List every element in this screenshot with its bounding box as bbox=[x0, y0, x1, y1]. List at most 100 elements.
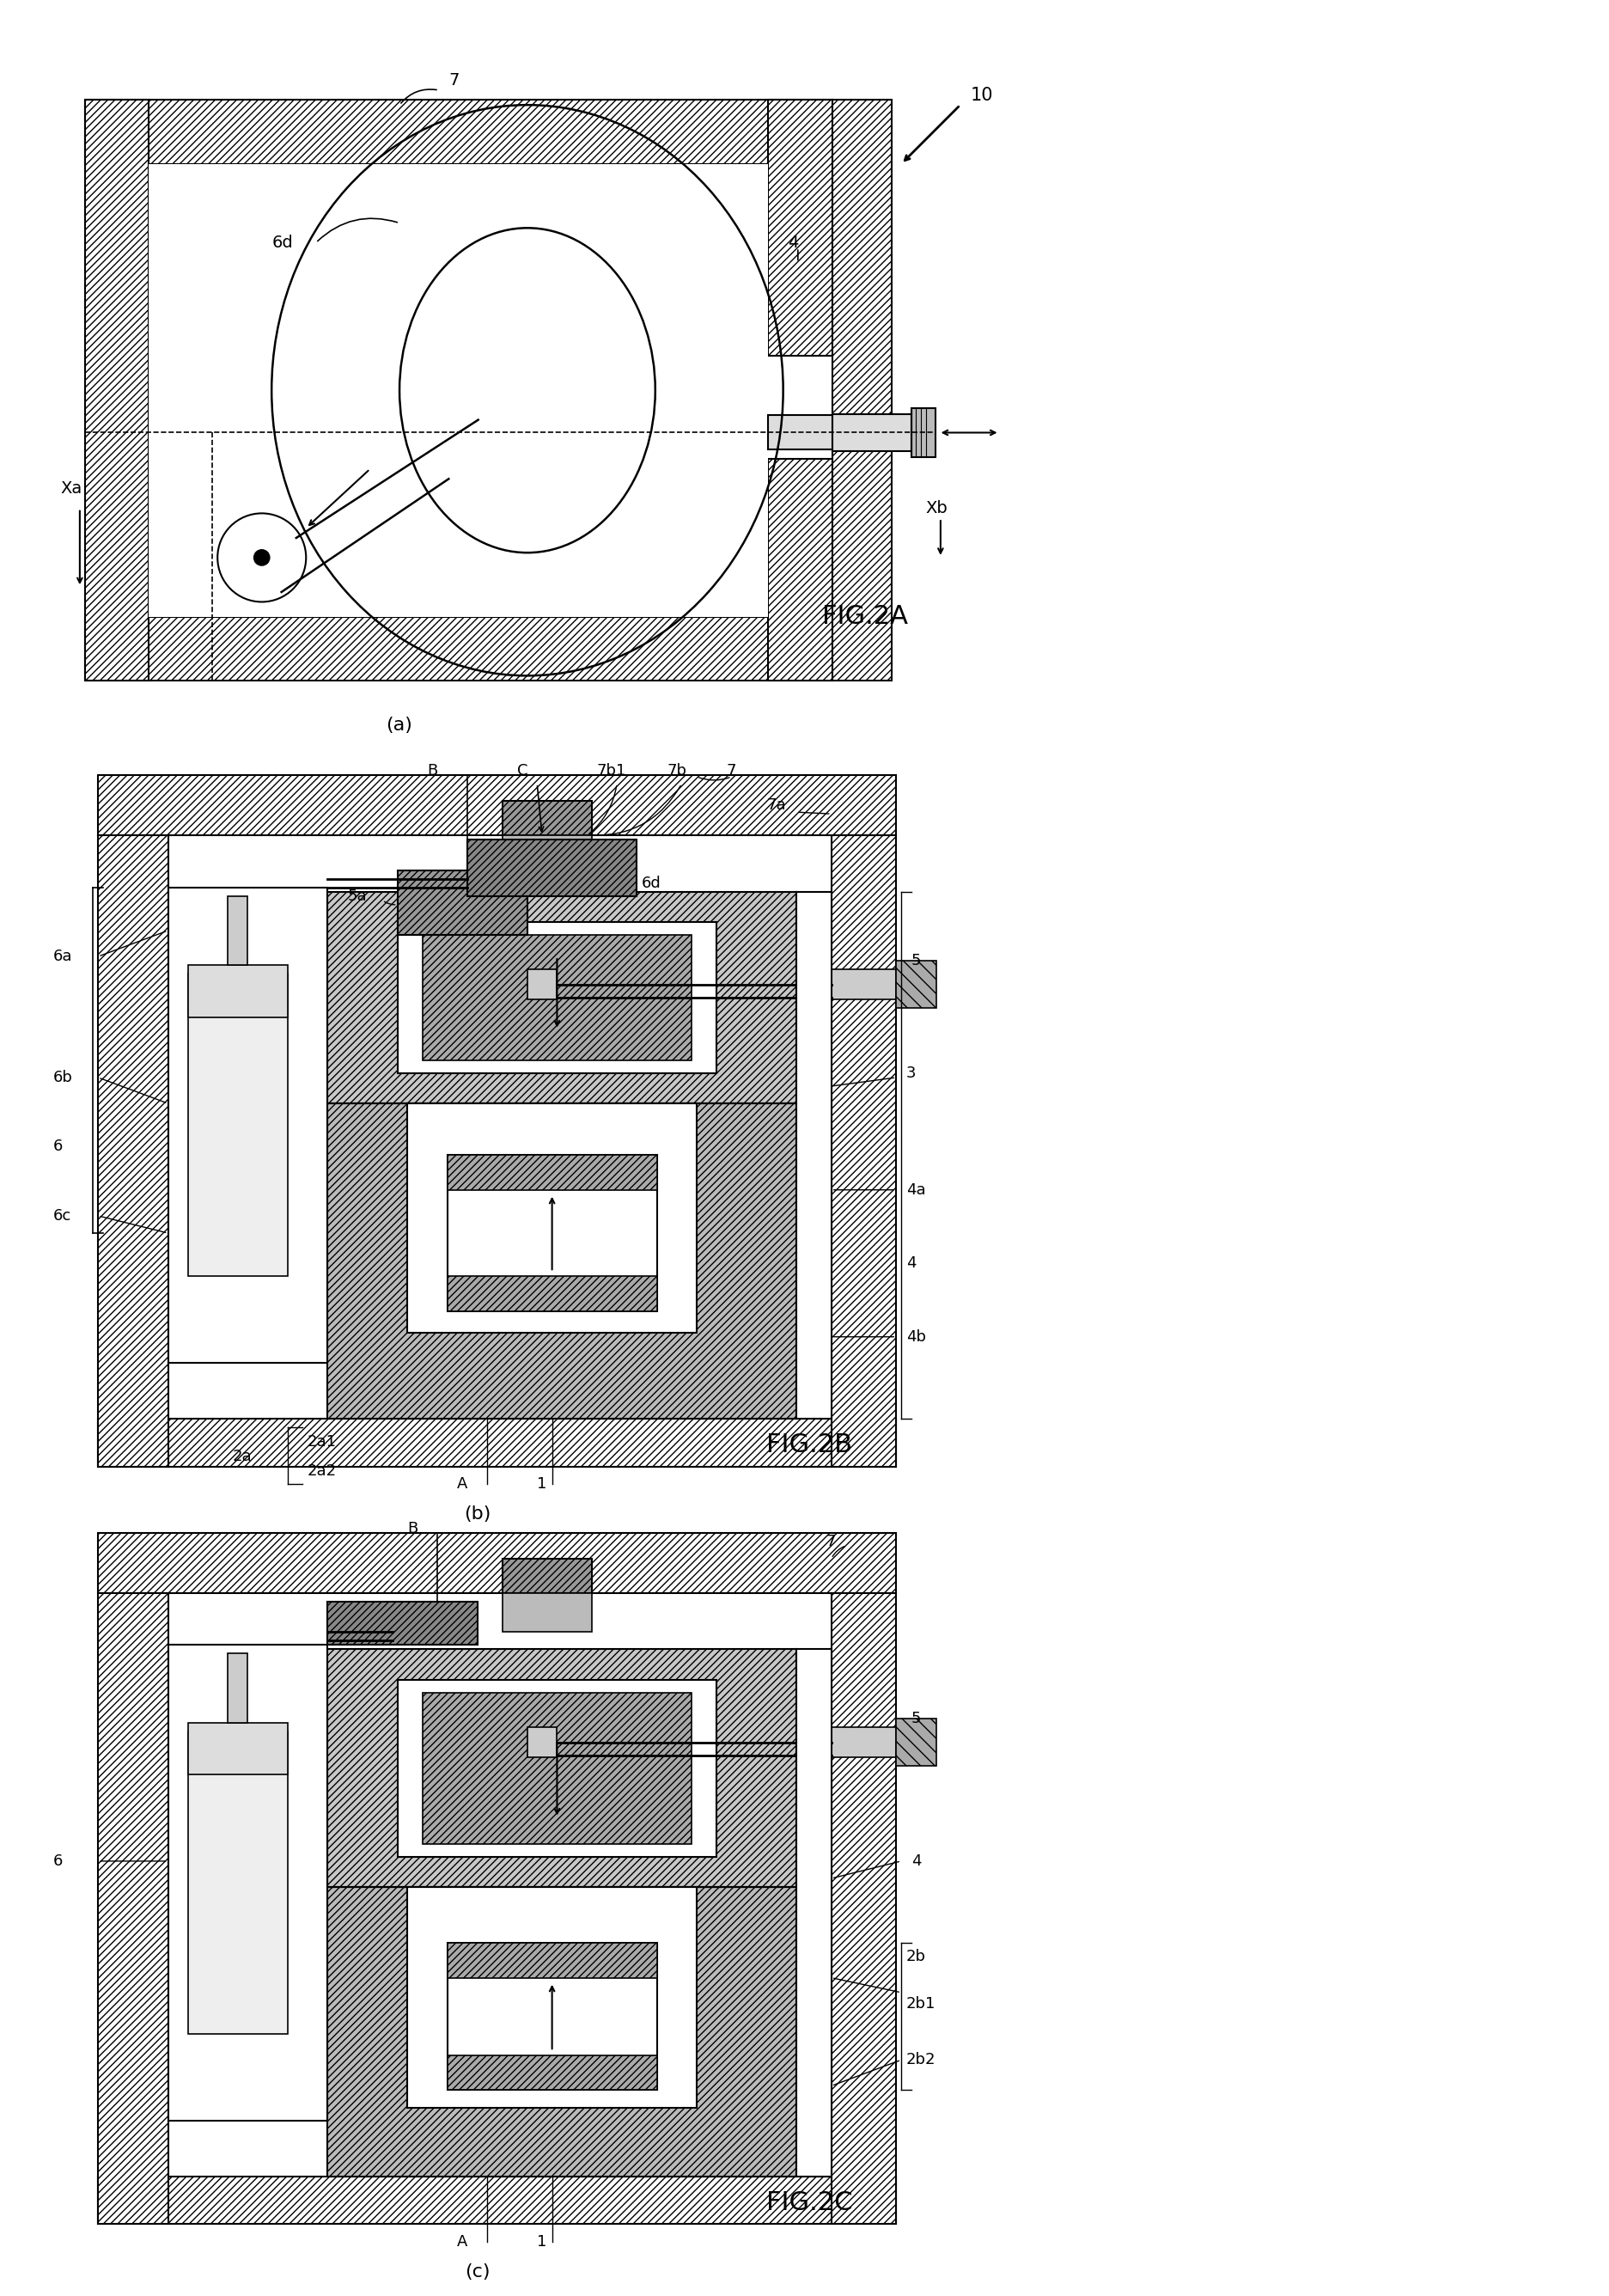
Text: Xa: Xa bbox=[60, 480, 82, 496]
Bar bbox=[98, 836, 167, 1467]
Ellipse shape bbox=[399, 227, 655, 553]
Text: (a): (a) bbox=[386, 716, 414, 732]
Bar bbox=[188, 1731, 288, 2034]
Bar bbox=[188, 974, 288, 1277]
Text: 2a2: 2a2 bbox=[307, 1463, 336, 1479]
Bar bbox=[397, 870, 528, 934]
Text: 6c: 6c bbox=[53, 1208, 71, 1224]
Bar bbox=[447, 2055, 656, 2089]
Text: 1: 1 bbox=[537, 2234, 547, 2250]
Bar bbox=[447, 1155, 656, 1189]
Bar bbox=[896, 1717, 936, 1766]
Bar bbox=[167, 1644, 328, 2122]
Bar bbox=[447, 1155, 656, 1311]
Text: FIG.2C: FIG.2C bbox=[766, 2190, 853, 2216]
Text: 6d: 6d bbox=[642, 875, 661, 891]
Bar bbox=[328, 1603, 478, 1644]
Text: 4: 4 bbox=[911, 1853, 920, 1869]
Bar bbox=[328, 1104, 796, 1419]
Text: 2b1: 2b1 bbox=[906, 1995, 936, 2011]
Bar bbox=[832, 1727, 896, 1756]
Text: 7b: 7b bbox=[666, 762, 687, 778]
Text: 2b: 2b bbox=[906, 1949, 925, 1963]
Text: B: B bbox=[407, 1520, 418, 1536]
Bar bbox=[796, 891, 832, 1419]
Text: 6: 6 bbox=[53, 1139, 63, 1155]
Text: 4a: 4a bbox=[906, 1182, 925, 1199]
Bar bbox=[85, 618, 832, 680]
Bar bbox=[228, 1653, 248, 1722]
Bar bbox=[447, 1942, 656, 1977]
Text: 7b1: 7b1 bbox=[597, 762, 626, 778]
Bar bbox=[769, 416, 832, 450]
Bar bbox=[228, 895, 248, 964]
Bar bbox=[98, 1419, 896, 1467]
Bar bbox=[98, 1534, 896, 1593]
Bar bbox=[896, 960, 936, 1008]
Text: A: A bbox=[457, 1476, 468, 1492]
Text: FIG.2A: FIG.2A bbox=[822, 604, 909, 629]
Bar bbox=[832, 969, 896, 999]
Text: 5: 5 bbox=[911, 953, 920, 969]
Text: A: A bbox=[457, 2234, 468, 2250]
Bar bbox=[467, 840, 637, 895]
Text: 6a: 6a bbox=[53, 948, 72, 964]
Text: Xb: Xb bbox=[925, 501, 948, 517]
Bar bbox=[85, 101, 148, 680]
Text: 4: 4 bbox=[906, 1256, 916, 1272]
Circle shape bbox=[254, 549, 270, 565]
Bar bbox=[407, 1104, 697, 1332]
Text: 4: 4 bbox=[788, 234, 798, 250]
Text: 3: 3 bbox=[906, 1065, 916, 1081]
Bar bbox=[502, 1593, 592, 1632]
Text: 10: 10 bbox=[970, 87, 993, 103]
Bar bbox=[832, 836, 896, 1467]
Text: 2a: 2a bbox=[233, 1449, 253, 1465]
Bar bbox=[447, 1942, 656, 2089]
Text: 7: 7 bbox=[827, 1534, 837, 1550]
Bar bbox=[447, 1277, 656, 1311]
Bar bbox=[832, 101, 891, 680]
Bar bbox=[328, 891, 796, 1104]
Bar bbox=[397, 923, 716, 1072]
Bar bbox=[502, 1559, 592, 1593]
Bar bbox=[832, 413, 911, 452]
Text: 7: 7 bbox=[449, 71, 459, 90]
Bar bbox=[328, 1887, 796, 2177]
Circle shape bbox=[217, 514, 306, 602]
Bar bbox=[148, 163, 769, 618]
Bar bbox=[422, 934, 692, 1061]
Text: 6b: 6b bbox=[53, 1070, 72, 1086]
Text: (c): (c) bbox=[465, 2264, 489, 2280]
Text: 1: 1 bbox=[537, 1476, 547, 1492]
Bar bbox=[911, 409, 936, 457]
Text: 2b2: 2b2 bbox=[906, 2053, 936, 2069]
Bar bbox=[397, 1681, 716, 1857]
Text: FIG.2B: FIG.2B bbox=[766, 1433, 853, 1458]
Text: 6: 6 bbox=[53, 1853, 63, 1869]
Bar bbox=[188, 1722, 288, 1775]
Bar bbox=[328, 1649, 796, 1887]
Bar bbox=[769, 459, 832, 680]
Bar bbox=[502, 801, 592, 836]
Text: 5: 5 bbox=[911, 1711, 920, 1727]
Text: C: C bbox=[516, 762, 528, 778]
Bar bbox=[188, 964, 288, 1017]
Bar bbox=[528, 1727, 557, 1756]
Text: (b): (b) bbox=[463, 1506, 491, 1522]
Bar bbox=[502, 836, 592, 875]
Text: 6d: 6d bbox=[272, 234, 293, 250]
Text: 7a: 7a bbox=[766, 797, 785, 813]
Bar bbox=[85, 101, 832, 163]
Text: 7: 7 bbox=[727, 762, 737, 778]
Bar bbox=[98, 2177, 896, 2225]
Text: 4b: 4b bbox=[906, 1329, 925, 1345]
Text: 5a: 5a bbox=[348, 889, 367, 905]
Bar bbox=[832, 1593, 896, 2225]
Bar bbox=[407, 1887, 697, 2108]
Bar bbox=[769, 101, 832, 356]
Bar bbox=[167, 886, 328, 1364]
Bar bbox=[422, 1692, 692, 1844]
Bar bbox=[98, 776, 896, 836]
Text: 2a1: 2a1 bbox=[307, 1435, 336, 1451]
